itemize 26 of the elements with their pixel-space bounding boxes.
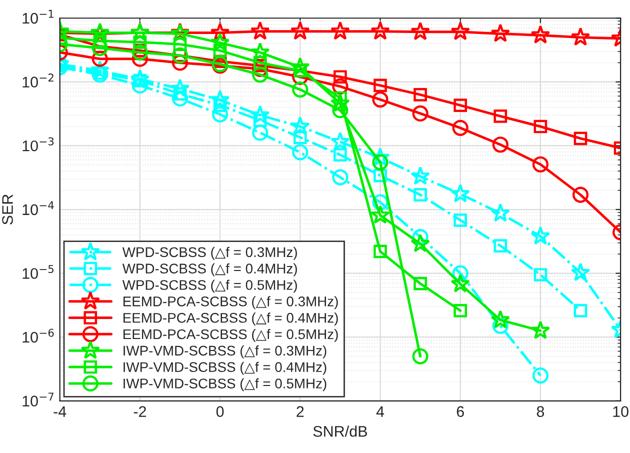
- legend-label: EEMD-PCA-SCBSS (△f = 0.4MHz): [123, 312, 338, 326]
- x-tick-label: 10: [613, 406, 628, 417]
- x-tick-label: 4: [376, 406, 384, 417]
- y-axis-title: SER: [2, 194, 13, 225]
- y-tick-label: 10$^{−6}$: [22, 328, 54, 343]
- x-tick-label: 8: [536, 406, 544, 417]
- y-tick-label: 10$^{−1}$: [22, 10, 54, 24]
- legend-label: EEMD-PCA-SCBSS (△f = 0.5MHz): [123, 328, 338, 342]
- legend-label: IWP-VMD-SCBSS (△f = 0.3MHz): [124, 345, 326, 358]
- legend-label: IWP-VMD-SCBSS (△f = 0.5MHz): [124, 378, 326, 392]
- x-tick-label: 6: [456, 406, 464, 417]
- y-tick-label: 10$^{−4}$: [22, 201, 54, 216]
- y-tick-label: 10$^{−2}$: [22, 74, 54, 88]
- legend-label: EEMD-PCA-SCBSS (△f = 0.3MHz): [123, 296, 338, 310]
- x-tick-label: 0: [216, 406, 224, 417]
- legend-label: WPD-SCBSS (△f = 0.3MHz): [122, 246, 297, 260]
- x-tick-label: -4: [54, 406, 66, 417]
- x-axis-title: SNR/dB: [313, 426, 367, 437]
- legend-label: IWP-VMD-SCBSS (△f = 0.4MHz): [124, 362, 326, 375]
- y-tick-label: 10$^{−7}$: [22, 392, 54, 406]
- x-tick-label: 2: [296, 406, 304, 417]
- legend-label: WPD-SCBSS (△f = 0.5MHz): [122, 280, 297, 293]
- y-tick-label: 10$^{−3}$: [22, 137, 54, 152]
- y-tick-label: 10$^{−5}$: [22, 265, 54, 279]
- x-tick-label: -2: [134, 406, 146, 417]
- legend-label: WPD-SCBSS (△f = 0.4MHz): [122, 263, 297, 276]
